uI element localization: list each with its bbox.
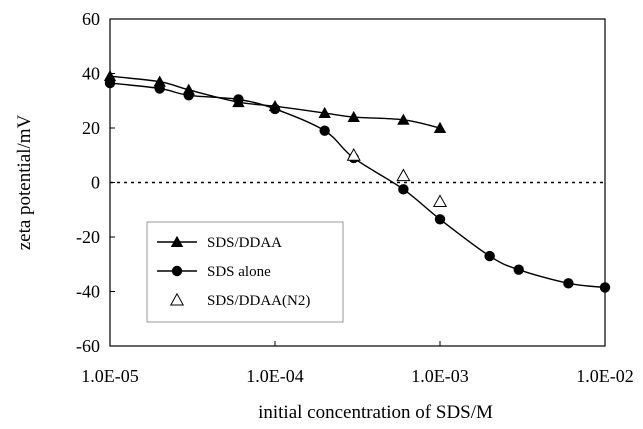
series-0 — [103, 70, 447, 133]
y-tick-label: 40 — [82, 64, 100, 84]
data-point — [433, 121, 447, 133]
y-tick-label: 20 — [82, 118, 100, 138]
data-point — [233, 94, 244, 105]
data-point — [396, 168, 411, 182]
y-axis-label: zeta potential/mV — [14, 114, 35, 250]
data-point — [318, 106, 331, 118]
legend-marker — [170, 235, 184, 247]
data-point — [398, 184, 409, 195]
legend-label: SDS alone — [207, 264, 271, 280]
y-tick-label: -60 — [76, 336, 100, 356]
y-tick-label: -40 — [76, 282, 100, 302]
data-point — [346, 148, 361, 161]
data-point — [563, 278, 574, 289]
data-point — [154, 83, 165, 94]
x-tick-label: 1.0E-02 — [576, 366, 634, 386]
legend-marker — [171, 265, 183, 277]
data-point — [484, 250, 495, 262]
x-axis-label: initial concentration of SDS/M — [258, 402, 493, 423]
data-point — [434, 214, 446, 225]
x-tick-label: 1.0E-04 — [246, 366, 304, 386]
y-axis-ticks: 60 40 20 0 -20 -40 -60 — [76, 9, 115, 356]
x-tick-label: 1.0E-03 — [411, 366, 469, 386]
y-tick-label: -20 — [76, 227, 100, 247]
data-point — [347, 110, 360, 123]
data-point — [513, 264, 524, 275]
data-point — [269, 103, 281, 115]
data-point — [183, 90, 194, 101]
data-point — [319, 125, 330, 136]
legend: SDS/DDAA SDS alone SDS/DDAA(N2) — [146, 221, 344, 323]
legend-label: SDS/DDAA(N2) — [207, 293, 310, 309]
plot-area-frame — [109, 18, 606, 347]
legend-label: SDS/DDAA — [207, 235, 282, 251]
x-axis-ticks: 1.0E-05 1.0E-04 1.0E-03 1.0E-02 — [81, 341, 634, 386]
y-tick-label: 0 — [91, 173, 100, 193]
data-point — [397, 113, 410, 125]
series-2 — [346, 148, 448, 208]
data-point — [432, 194, 448, 208]
legend-marker — [169, 292, 185, 306]
data-point — [153, 75, 166, 87]
y-tick-label: 60 — [82, 9, 100, 29]
x-tick-label: 1.0E-05 — [81, 366, 139, 386]
